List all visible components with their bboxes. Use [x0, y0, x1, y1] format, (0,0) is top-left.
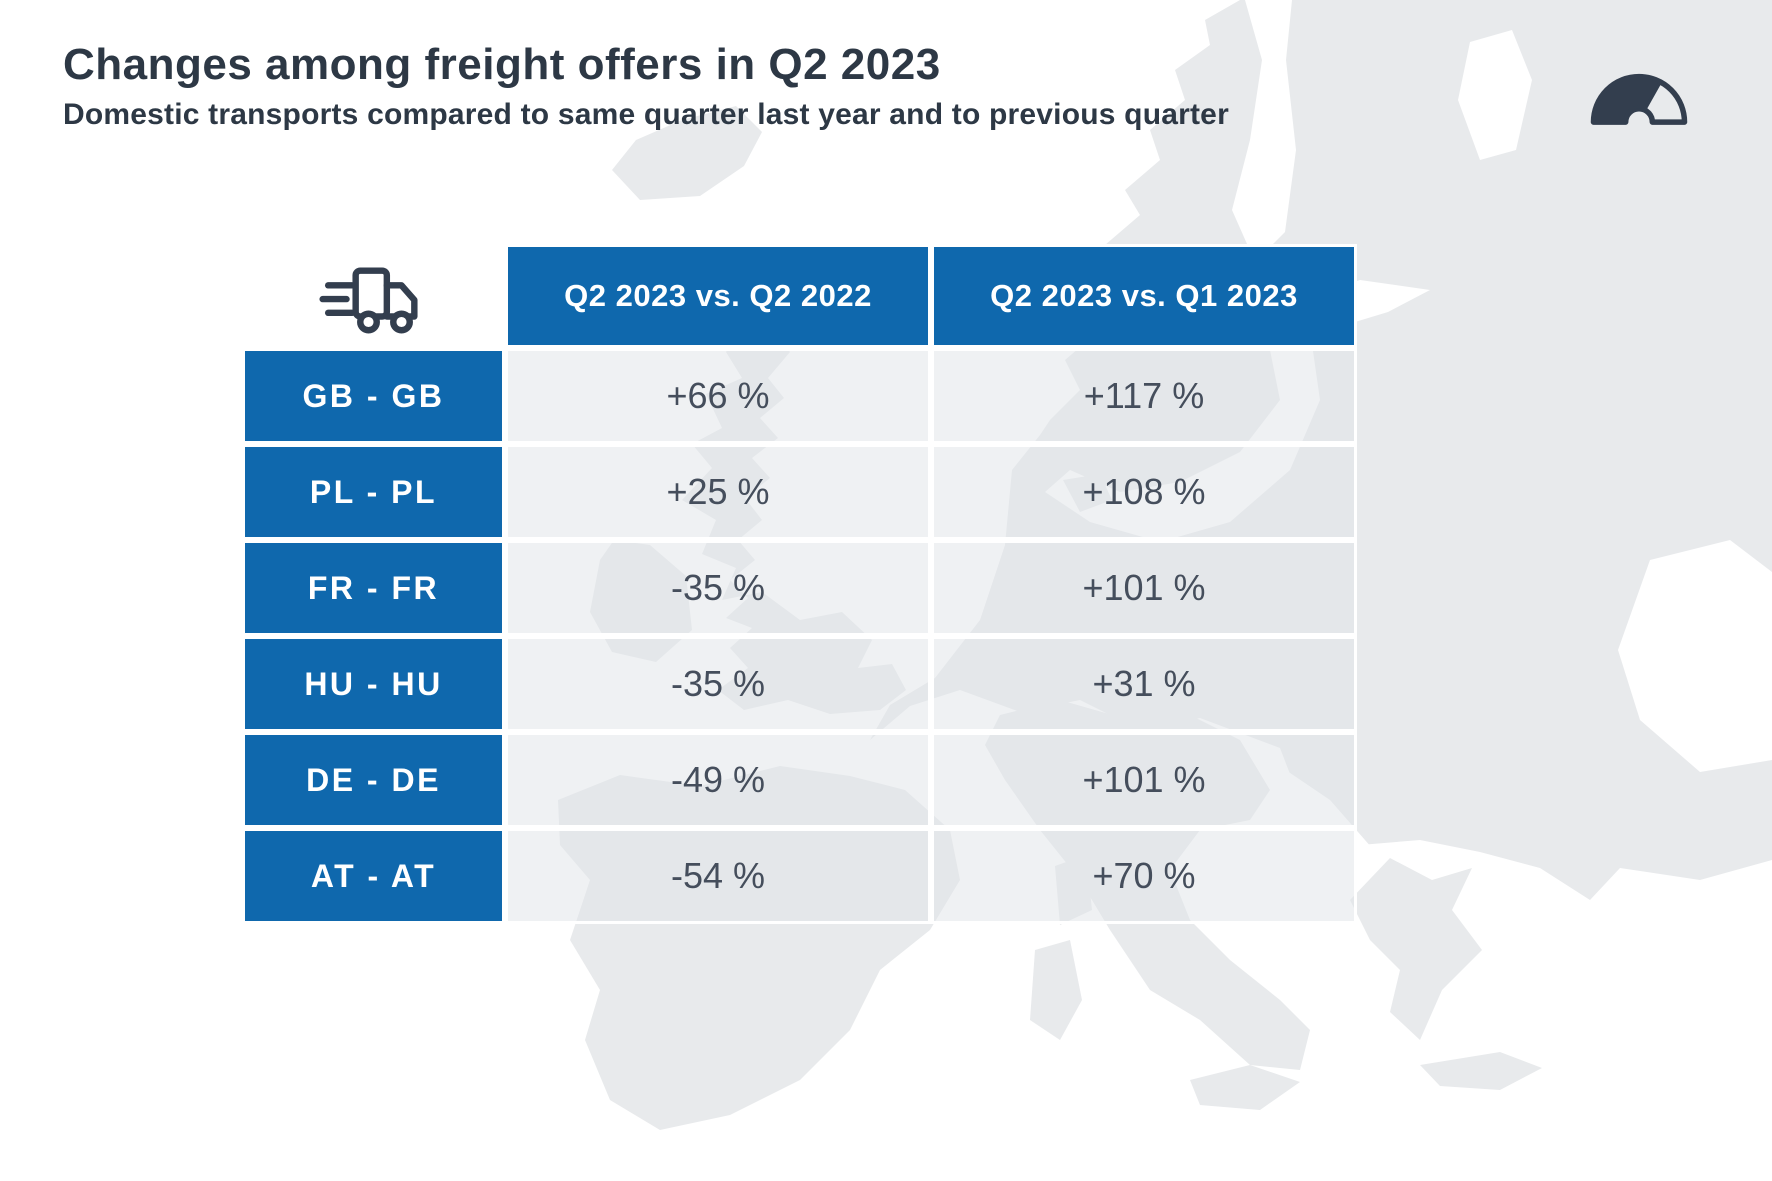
truck-wheel	[356, 310, 380, 334]
row-label-hu-hu: HU - HU	[242, 636, 505, 732]
value-pl-vs-q1-2023: +108 %	[931, 444, 1357, 540]
truck-cargo-box	[351, 267, 390, 320]
map-sicily	[1190, 1065, 1300, 1110]
value-gb-vs-q1-2023: +117 %	[931, 348, 1357, 444]
value-pl-vs-q2-2022: +25 %	[505, 444, 931, 540]
value-at-vs-q2-2022: -54 %	[505, 828, 931, 924]
gauge-speedometer-icon	[1590, 73, 1688, 125]
value-at-vs-q1-2023: +70 %	[931, 828, 1357, 924]
map-black-sea	[1618, 540, 1772, 772]
map-white-sea	[1458, 30, 1532, 160]
delivery-truck-icon	[318, 267, 418, 334]
value-fr-vs-q1-2023: +101 %	[931, 540, 1357, 636]
column-header-vs-q2-2022: Q2 2023 vs. Q2 2022	[505, 244, 931, 348]
map-iceland	[612, 106, 762, 200]
row-label-gb-gb: GB - GB	[242, 348, 505, 444]
page-title: Changes among freight offers in Q2 2023	[63, 40, 941, 89]
map-crete	[1420, 1052, 1542, 1090]
column-header-vs-q1-2023: Q2 2023 vs. Q1 2023	[931, 244, 1357, 348]
map-sardinia	[1030, 940, 1082, 1040]
value-hu-vs-q1-2023: +31 %	[931, 636, 1357, 732]
table-corner-cell	[242, 244, 505, 348]
value-gb-vs-q2-2022: +66 %	[505, 348, 931, 444]
value-hu-vs-q2-2022: -35 %	[505, 636, 931, 732]
map-gulf-of-bothnia	[1232, 0, 1296, 262]
page-subtitle: Domestic transports compared to same qua…	[63, 98, 1229, 131]
value-de-vs-q2-2022: -49 %	[505, 732, 931, 828]
row-label-pl-pl: PL - PL	[242, 444, 505, 540]
gauge-filled-sector	[1591, 75, 1662, 124]
freight-comparison-table: Q2 2023 vs. Q2 2022 Q2 2023 vs. Q1 2023 …	[242, 244, 1357, 924]
map-greece	[1350, 858, 1482, 1040]
row-label-fr-fr: FR - FR	[242, 540, 505, 636]
row-label-at-at: AT - AT	[242, 828, 505, 924]
row-label-de-de: DE - DE	[242, 732, 505, 828]
truck-wheel	[389, 310, 413, 334]
value-fr-vs-q2-2022: -35 %	[505, 540, 931, 636]
value-de-vs-q1-2023: +101 %	[931, 732, 1357, 828]
